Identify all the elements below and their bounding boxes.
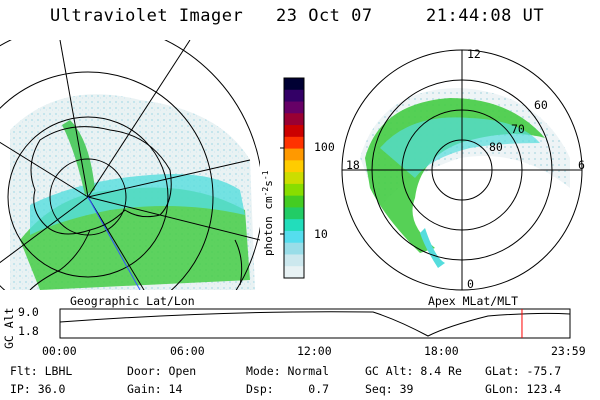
mode-info: Mode: Normal (246, 364, 330, 378)
mlat-label-80: 80 (489, 140, 503, 154)
colorbar-segment (284, 207, 304, 220)
colorbar-segment (284, 136, 304, 150)
mlt-label-18: 18 (346, 158, 360, 172)
mlt-label-6: 6 (578, 158, 585, 172)
colorbar-segment (284, 101, 304, 114)
seq-info: Seq: 39 (365, 382, 414, 396)
mlat-label-70: 70 (511, 122, 525, 136)
mlt-label-0: 0 (467, 277, 474, 291)
altitude-plot (59, 308, 571, 339)
date-label: 23 Oct 07 (276, 6, 373, 26)
time-tick-3: 18:00 (424, 344, 459, 358)
colorbar-segment (284, 254, 304, 267)
colorbar-segment (284, 89, 304, 103)
altitude-ytick-top: 9.0 (18, 305, 39, 319)
island-coastline (234, 239, 243, 286)
door-info: Door: Open (127, 364, 197, 378)
mlt-axes (342, 50, 582, 290)
mlt-label-12: 12 (467, 47, 481, 61)
colorbar-segment (284, 230, 304, 244)
colorbar-segment (284, 266, 304, 279)
altitude-curve (59, 311, 571, 337)
colorbar-segment (284, 148, 304, 161)
colorbar-segment (284, 78, 304, 91)
time-tick-1: 06:00 (170, 344, 205, 358)
glon-info: GLon: 123.4 (485, 382, 562, 396)
peninsula-coastline (29, 229, 91, 290)
colorbar-segment (284, 113, 304, 126)
aurora-arc (62, 120, 95, 195)
instrument-title: Ultraviolet Imager (50, 6, 244, 26)
time-tick-0: 00:00 (42, 344, 77, 358)
ip-info: IP: 36.0 (10, 382, 66, 396)
colorbar-segment (284, 242, 304, 255)
colorbar-tick-10: 10 (314, 227, 328, 241)
glat-info: GLat: -75.7 (485, 364, 562, 378)
apex-panel-label: Apex MLat/MLT (428, 294, 519, 308)
longitude-lines (0, 40, 260, 290)
mlat-label-60: 60 (534, 98, 548, 112)
meridian-line (87, 196, 141, 290)
time-tick-4: 23:59 (551, 344, 586, 358)
geographic-panel-label: Geographic Lat/Lon (70, 294, 195, 308)
colorbar-segment (284, 172, 304, 185)
altitude-ytick-bottom: 1.8 (18, 324, 39, 338)
colorbar-unit-label: photon cm-2s-1 (261, 170, 275, 256)
colorbar-tick-100: 100 (314, 140, 335, 154)
time-tick-2: 12:00 (297, 344, 332, 358)
altitude-ylabel: GC Alt (2, 307, 16, 349)
filter-info: Flt: LBHL (10, 364, 73, 378)
colorbar: photon cm-2s-1 (261, 77, 305, 279)
colorbar-segment (284, 219, 304, 232)
colorbar-segment (284, 195, 304, 208)
coastline (30, 126, 172, 235)
colorbar-segment (284, 125, 304, 138)
gain-info: Gain: 14 (127, 382, 183, 396)
apex-polar-plot (341, 49, 583, 291)
time-label: 21:44:08 UT (426, 6, 545, 26)
geographic-image (0, 40, 260, 290)
colorbar-segment (284, 183, 304, 197)
dsp-info: Dsp: 0.7 (246, 382, 330, 396)
gc-alt-info: GC Alt: 8.4 Re (365, 364, 462, 378)
colorbar-segment (284, 160, 304, 173)
